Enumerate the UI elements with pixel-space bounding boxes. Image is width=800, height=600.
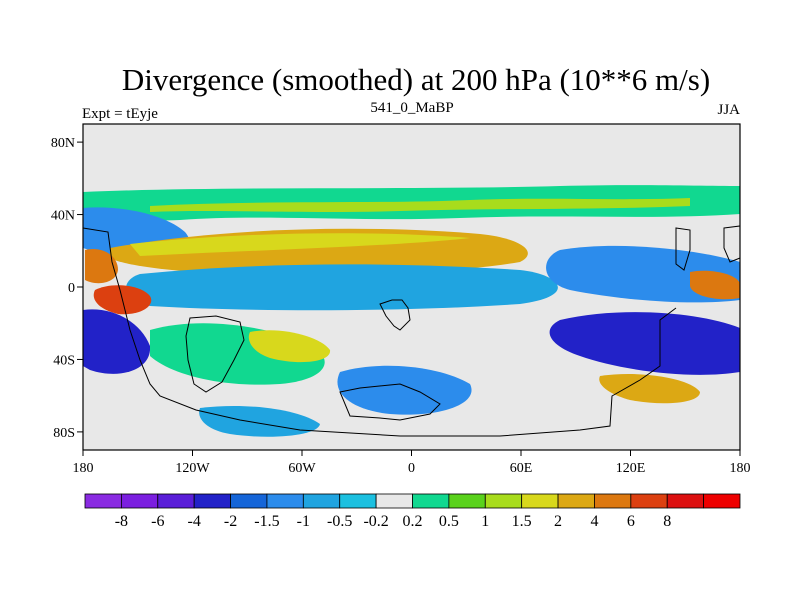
- colorbar-label: 1.5: [512, 513, 532, 530]
- colorbar-label: -0.5: [327, 513, 352, 530]
- colorbar-swatch: [84, 493, 122, 509]
- colorbar-swatch: [521, 493, 559, 509]
- colorbar-label: 8: [663, 513, 671, 530]
- central-yellow-band: [130, 233, 470, 256]
- x-tick-label: 120W: [175, 461, 210, 476]
- colorbar-label: 2: [554, 513, 562, 530]
- east-edge-outline: [723, 225, 741, 263]
- y-tick-label: 40N: [51, 209, 75, 224]
- colorbar-swatch: [193, 493, 231, 509]
- colorbar-swatch: [630, 493, 668, 509]
- chart-title: Divergence (smoothed) at 200 hPa (10**6 …: [122, 62, 710, 97]
- y-tick-label: 0: [68, 281, 75, 296]
- y-axis: 80N 40N 0 40S 80S: [51, 136, 83, 441]
- y-tick-label: 80N: [51, 136, 75, 151]
- colorbar-label: -1: [297, 513, 310, 530]
- colorbar-label: -2: [224, 513, 237, 530]
- y-tick-label: 40S: [53, 353, 75, 368]
- experiment-label: Expt = tEyje: [82, 106, 158, 122]
- colorbar-swatch: [302, 493, 341, 509]
- south-america-outline: [185, 315, 245, 393]
- colorbar-swatch: [412, 493, 450, 509]
- colorbar-swatch: [594, 493, 632, 509]
- colorbar-swatch: [375, 493, 413, 509]
- colorbar-swatch: [666, 493, 705, 509]
- colorbar-label: 1: [481, 513, 489, 530]
- colorbar-swatch: [484, 493, 523, 509]
- colorbar-label: 0.5: [439, 513, 459, 530]
- colorbar-swatch: [703, 493, 741, 509]
- southeast-blue: [549, 312, 740, 375]
- africa-outline: [379, 299, 411, 331]
- east-orange-blob: [690, 270, 740, 300]
- colorbar-swatch: [339, 493, 377, 509]
- y-tick-label: 80S: [53, 426, 75, 441]
- divergence-field: [83, 185, 740, 437]
- x-tick-label: 180: [730, 461, 751, 476]
- equatorial-lightblue: [126, 264, 558, 311]
- colorbar-label: -0.2: [363, 513, 388, 530]
- south-west-blue: [83, 309, 151, 374]
- colorbar-swatch: [557, 493, 595, 509]
- x-tick-label: 60E: [510, 461, 533, 476]
- x-axis: 180 120W 60W 0 60E 120E 180: [73, 450, 751, 476]
- season-label: JJA: [717, 102, 740, 118]
- colorbar-label: 0.2: [403, 513, 423, 530]
- southern-ocean-blue: [199, 405, 320, 437]
- east-islands-outline: [675, 227, 691, 271]
- x-tick-label: 0: [408, 461, 415, 476]
- colorbar-label: 4: [590, 513, 598, 530]
- north-band-yellow: [150, 198, 690, 212]
- colorbar-label: -1.5: [254, 513, 279, 530]
- colorbar-label: 6: [627, 513, 635, 530]
- colorbar: -8 -6 -4 -2 -1.5 -1 -0.5 -0.2 0.2 0.5 1 1.5 2 4 6 8: [84, 493, 741, 530]
- colorbar-swatch: [157, 493, 195, 509]
- colorbar-swatch: [448, 493, 486, 509]
- x-tick-label: 120E: [616, 461, 646, 476]
- west-orange-blob: [85, 248, 118, 284]
- colorbar-label: -4: [188, 513, 201, 530]
- colorbar-swatch: [230, 493, 268, 509]
- colorbar-swatch: [266, 493, 304, 509]
- antarctic-outline: [339, 383, 441, 421]
- southeast-orange: [599, 373, 700, 404]
- west-coast-outline: [82, 227, 677, 437]
- colorbar-label: -6: [151, 513, 164, 530]
- continent-outlines: [82, 225, 741, 437]
- colorbar-swatch: [120, 493, 159, 509]
- south-yellow-blob: [248, 330, 331, 363]
- x-tick-label: 180: [73, 461, 94, 476]
- map-plot-area: [82, 123, 741, 451]
- colorbar-label: -8: [115, 513, 128, 530]
- x-tick-label: 60W: [288, 461, 316, 476]
- case-label: 541_0_MaBP: [370, 100, 453, 116]
